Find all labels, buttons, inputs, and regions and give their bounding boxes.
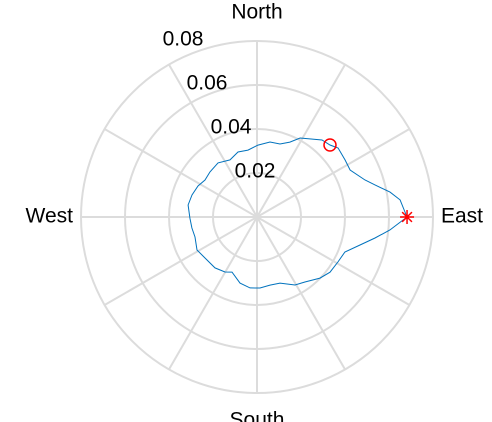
r-grid-circle	[212, 172, 302, 262]
theta-tick-label: East	[441, 205, 483, 228]
theta-tick-label: South	[230, 409, 285, 422]
theta-tick-label: North	[231, 1, 282, 24]
r-tick-label: 0.04	[211, 116, 252, 139]
r-grid-circle	[80, 40, 434, 394]
r-tick-label: 0.02	[235, 160, 276, 183]
r-tick-label: 0.06	[187, 72, 228, 95]
data-line	[187, 137, 408, 289]
r-grid-circle	[168, 128, 346, 306]
marker	[323, 138, 337, 152]
marker	[400, 210, 415, 224]
r-tick-label: 0.08	[163, 28, 204, 51]
r-grid-circle	[124, 84, 390, 350]
theta-tick-label: West	[26, 205, 74, 228]
